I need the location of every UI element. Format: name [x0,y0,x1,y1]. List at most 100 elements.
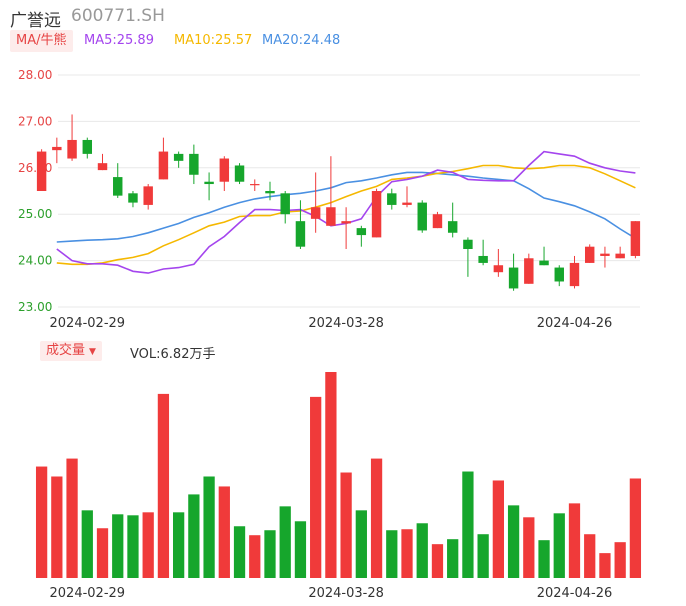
volume-bar-up [370,458,383,578]
volume-bar-down [462,471,474,578]
candle-down [82,139,93,154]
candle-up [341,221,351,224]
candle-down [280,193,290,215]
x-axis-tick-label: 2024-03-28 [308,316,384,331]
candle-up [584,246,595,263]
y-axis-tick-label: 27.00 [18,114,52,128]
volume-bar-up [629,478,642,578]
volume-bar-down [279,506,291,578]
candle-up [493,265,504,273]
volume-bar-up [492,480,504,578]
volume-value-label: VOL:6.82万手 [130,347,216,362]
candle-down [539,260,549,266]
candle-down [113,177,123,196]
candle-up [432,214,443,229]
candle-down [356,228,367,236]
volume-bar-up [249,535,261,578]
y-axis-tick-label: 24.00 [18,254,52,268]
candle-down [173,153,184,161]
candle-up [600,253,610,256]
volume-bar-down [188,494,200,578]
volume-bar-down [264,530,276,578]
volume-bar-up [340,472,352,578]
chart-header: 广誉远 600771.SH MA/牛熊 MA5:25.89 MA10:25.57… [0,0,686,60]
volume-indicator-toggle[interactable]: 成交量 ▼ [40,341,102,361]
volume-bar-up [66,458,78,578]
candle-up [143,186,153,205]
candle-up [310,207,321,219]
candle-down [387,193,397,205]
volume-bar-down [477,534,489,578]
candle-up [67,139,77,159]
candle-down [204,181,214,185]
volume-bar-up [523,517,535,578]
x-axis-tick-label: 2024-02-29 [50,586,126,601]
volume-bar-down [203,476,215,578]
volume-bar-down [538,540,550,578]
volume-bar-down [112,514,124,578]
volume-bar-down [507,505,520,578]
volume-bar-up [401,529,413,578]
volume-bar-up [310,396,322,578]
candle-up [36,151,47,191]
volume-bar-down [416,523,428,578]
y-axis-tick-label: 25.00 [18,207,52,221]
volume-bar-up [35,466,48,578]
candle-down [508,267,519,289]
volume-bar-down [173,512,185,578]
volume-bar-up [218,486,230,578]
volume-bar-up [568,503,581,578]
volume-bar-down [81,510,93,578]
candle-up [158,151,169,180]
candle-down [554,267,564,282]
y-axis-tick-label: 28.00 [18,68,52,82]
candle-up [371,191,382,238]
volume-bar-up [96,528,109,578]
candle-down [463,239,473,249]
volume-bar-down [355,510,367,578]
volume-bar-up [431,544,444,578]
volume-bar-up [614,542,626,578]
ma5-label: MA5:25.89 [84,33,154,48]
candle-down [447,221,458,233]
volume-bar-down [233,526,246,578]
y-axis-tick-label: 26.00 [18,161,52,175]
volume-bar-down [294,521,307,578]
stock-name: 广誉远 [10,11,61,31]
candle-down [295,221,306,247]
stock-code: 600771.SH [71,6,165,26]
candle-up [219,158,230,182]
dropdown-arrow-icon: ▼ [89,347,96,357]
volume-bar-up [599,553,611,578]
candle-up [326,207,336,226]
candle-up [524,258,534,284]
candle-down [417,202,427,231]
candle-down [478,255,488,263]
y-axis-tick-label: 23.00 [18,300,52,314]
candle-up [615,253,625,259]
ma-indicator-toggle[interactable]: MA/牛熊 [10,30,73,52]
volume-bar-up [51,476,63,578]
candle-down [128,193,138,203]
candle-down [265,191,275,194]
candle-down [234,165,245,182]
x-axis-tick-label: 2024-04-26 [537,586,613,601]
ma10-label: MA10:25.57 [174,33,253,48]
volume-bar-down [127,515,139,578]
candle-up [569,262,580,287]
volume-bar-up [584,534,596,578]
volume-bar-up [157,393,170,578]
volume-bar-down [386,530,398,578]
x-axis-tick-label: 2024-03-28 [308,586,384,601]
volume-bar-up [325,372,337,578]
ma10-line [56,164,636,266]
candle-down [189,153,199,175]
candle-up [52,146,62,151]
candle-up [97,163,108,171]
candle-up [250,184,260,186]
candle-up [402,202,412,205]
candle-up [630,221,641,256]
x-axis-tick-label: 2024-04-26 [537,316,613,331]
volume-bar-down [553,513,565,578]
